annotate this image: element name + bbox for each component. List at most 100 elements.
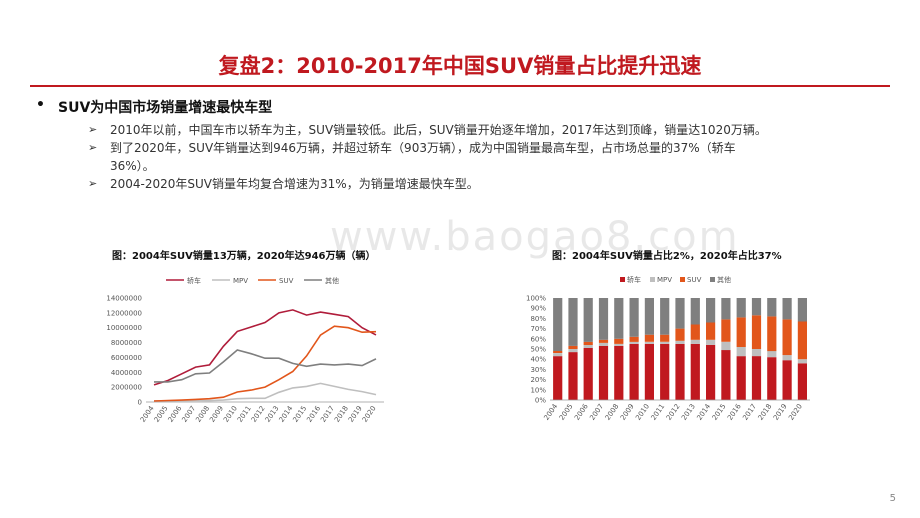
bar-segment-其他 bbox=[629, 298, 639, 337]
bar-segment-MPV bbox=[660, 341, 670, 344]
bar-segment-SUV bbox=[644, 334, 654, 342]
bar-segment-MPV bbox=[721, 341, 731, 351]
bar-chart-caption: 图：2004年SUV销量占比2%，2020年占比37% bbox=[552, 251, 782, 262]
point-2-continued: 36%）。 bbox=[110, 159, 155, 173]
bar-segment-MPV bbox=[690, 339, 700, 344]
x-tick-label: 2015 bbox=[291, 405, 308, 424]
bar-segment-MPV bbox=[751, 349, 762, 357]
line-chart: 轿车 MPV SUV 其他 0 2000000 4000000 6000000 8000000 1… bbox=[106, 276, 384, 424]
x-tick-label: 2017 bbox=[741, 403, 758, 422]
legend-label: SUV bbox=[687, 276, 702, 284]
legend-label: 其他 bbox=[325, 276, 339, 285]
bar-segment-SUV bbox=[568, 345, 578, 349]
bar-segment-SUV bbox=[598, 339, 609, 343]
bar-segment-其他 bbox=[553, 298, 563, 351]
bar-segment-轿车 bbox=[644, 343, 654, 400]
y-tick-label: 20% bbox=[530, 376, 546, 384]
point-1-text: 2010年以前，中国车市以轿车为主，SUV销量较低。此后，SUV销量开始逐年增加… bbox=[110, 123, 767, 137]
bar-segment-轿车 bbox=[553, 356, 563, 400]
y-tick-label: 10000000 bbox=[106, 324, 142, 332]
y-tick-label: 50% bbox=[530, 346, 546, 354]
y-tick-label: 2000000 bbox=[111, 384, 142, 392]
bar-segment-轿车 bbox=[568, 352, 578, 400]
bar-segment-MPV bbox=[553, 353, 563, 357]
point-3: ➢ 2004-2020年SUV销量年均复合增速为31%，为销量增速最快车型。 bbox=[88, 175, 870, 193]
x-tick-label: 2015 bbox=[711, 403, 728, 422]
x-tick-label: 2018 bbox=[757, 403, 774, 422]
bar-segment-其他 bbox=[736, 298, 746, 318]
bar-segment-其他 bbox=[721, 298, 731, 320]
legend-swatch bbox=[710, 277, 715, 282]
main-bullet: • SUV为中国市场销量增速最快车型 bbox=[36, 97, 272, 117]
bar-segment-SUV bbox=[553, 351, 563, 353]
bar-segment-其他 bbox=[583, 298, 593, 342]
bar-segment-其他 bbox=[782, 298, 792, 320]
bar-segment-轿车 bbox=[736, 356, 746, 400]
line-chart-caption: 图：2004年SUV销量13万辆，2020年达946万辆（辆） bbox=[112, 251, 376, 262]
x-tick-label: 2020 bbox=[361, 405, 378, 424]
legend-swatch bbox=[650, 277, 655, 282]
bar-segment-其他 bbox=[568, 298, 578, 346]
legend-swatch bbox=[680, 277, 685, 282]
x-tick-label: 2019 bbox=[772, 403, 789, 422]
y-tick-label: 4000000 bbox=[111, 369, 142, 377]
bar-segment-轿车 bbox=[629, 343, 639, 400]
bar-segment-SUV bbox=[614, 338, 624, 344]
x-tick-label: 2005 bbox=[558, 403, 575, 422]
x-tick-label: 2019 bbox=[347, 405, 364, 424]
bar-segment-其他 bbox=[767, 298, 777, 317]
stacked-bar-chart: 轿车 MPV SUV 其他 0% 10% 20% 30% 40% 50% 60% 70% 80% 90% 1… bbox=[526, 275, 810, 422]
bar-segment-其他 bbox=[614, 298, 624, 339]
bar-segment-其他 bbox=[675, 298, 685, 329]
bar-segment-MPV bbox=[736, 347, 746, 357]
bar-segment-SUV bbox=[583, 341, 593, 345]
y-tick-label: 80% bbox=[530, 315, 546, 323]
bar-segment-轿车 bbox=[675, 343, 685, 400]
x-tick-label: 2011 bbox=[236, 405, 253, 424]
bar-segment-其他 bbox=[644, 298, 654, 335]
y-tick-label: 0 bbox=[138, 399, 142, 407]
y-tick-label: 90% bbox=[530, 305, 546, 313]
y-tick-label: 12000000 bbox=[106, 309, 142, 317]
x-tick-label: 2013 bbox=[264, 405, 281, 424]
bar-segment-SUV bbox=[797, 321, 807, 360]
bar-segment-MPV bbox=[644, 341, 654, 344]
bar-segment-MPV bbox=[706, 339, 716, 345]
bar-segment-轿车 bbox=[660, 343, 670, 400]
x-tick-label: 2010 bbox=[222, 405, 239, 424]
point-1: ➢ 2010年以前，中国车市以轿车为主，SUV销量较低。此后，SUV销量开始逐年… bbox=[88, 121, 870, 139]
bar-segment-SUV bbox=[736, 317, 746, 347]
bar-segment-MPV bbox=[598, 342, 609, 346]
bar-segment-MPV bbox=[583, 344, 593, 348]
y-tick-label: 100% bbox=[526, 295, 546, 303]
bar-segment-其他 bbox=[706, 298, 716, 323]
point-2-text: 到了2020年，SUV年销量达到946万辆，并超过轿车（903万辆），成为中国销… bbox=[110, 141, 736, 155]
x-tick-label: 2007 bbox=[588, 403, 605, 422]
x-tick-label: 2012 bbox=[250, 405, 267, 424]
bar-segment-MPV bbox=[614, 343, 624, 346]
point-2: ➢ 到了2020年，SUV年销量达到946万辆，并超过轿车（903万辆），成为中… bbox=[88, 139, 870, 157]
bullet-dot: • bbox=[36, 97, 45, 113]
bar-segment-MPV bbox=[797, 359, 807, 364]
watermark: www.baogao8.com bbox=[330, 214, 740, 260]
title-divider bbox=[30, 85, 890, 87]
x-tick-label: 2005 bbox=[153, 405, 170, 424]
bar-segment-其他 bbox=[598, 298, 609, 340]
bar-segment-轿车 bbox=[690, 343, 700, 400]
x-tick-label: 2006 bbox=[573, 402, 590, 422]
arrow-icon: ➢ bbox=[88, 177, 98, 190]
bar-segment-其他 bbox=[660, 298, 670, 335]
bar-segment-轿车 bbox=[797, 363, 807, 400]
y-tick-label: 60% bbox=[530, 335, 546, 343]
bar-segment-轿车 bbox=[614, 345, 624, 400]
legend-swatch bbox=[620, 277, 625, 282]
bar-segment-MPV bbox=[629, 341, 639, 344]
page-number: 5 bbox=[889, 493, 896, 504]
x-tick-label: 2008 bbox=[194, 405, 211, 424]
y-tick-label: 70% bbox=[530, 325, 546, 333]
legend-label: 轿车 bbox=[627, 275, 641, 284]
series-line-SUV bbox=[153, 325, 377, 402]
series-line-MPV bbox=[153, 382, 377, 402]
legend-label: MPV bbox=[657, 276, 672, 284]
bar-segment-MPV bbox=[782, 355, 792, 361]
